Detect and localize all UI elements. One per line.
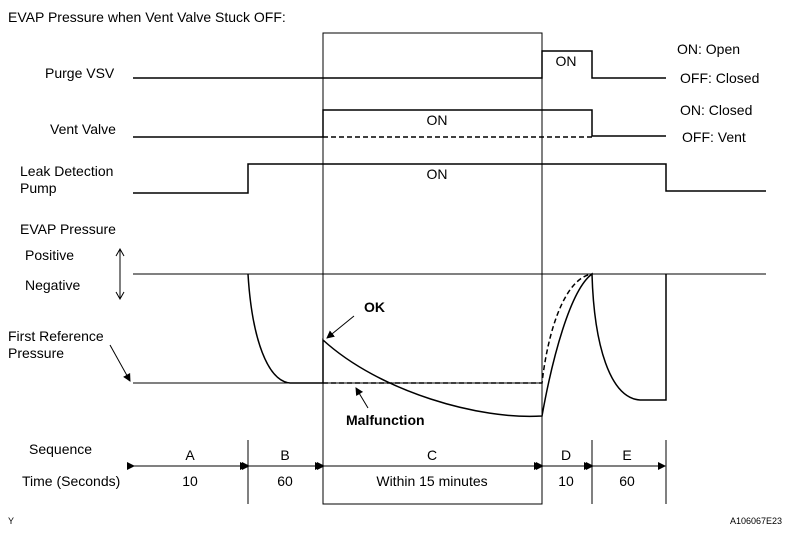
time-step-a: 10 <box>182 473 198 489</box>
ok-callout-arrow <box>326 315 355 339</box>
sequence-step-a: A <box>185 447 195 463</box>
step-c-frame <box>322 32 543 505</box>
ok-label: OK <box>364 299 385 315</box>
vent-valve-off-state: OFF: Vent <box>682 129 746 145</box>
purge-vsv-label: Purge VSV <box>45 65 115 81</box>
positive-label: Positive <box>25 247 75 263</box>
sequence-step-b: B <box>280 447 290 463</box>
sequence-label: Sequence <box>29 441 93 457</box>
purge-vsv-trace <box>133 50 666 79</box>
vent-valve-on-label: ON <box>426 112 448 128</box>
evap-pressure-label: EVAP Pressure <box>20 221 116 237</box>
time-step-e: 60 <box>619 473 635 489</box>
leak-detection-pump-on-label: ON <box>426 166 448 182</box>
first-reference-label-line1: First Reference <box>8 328 104 344</box>
leak-detection-pump-label-line1: Leak Detection <box>20 163 114 179</box>
figure-id: A106067E23 <box>730 516 783 526</box>
negative-label: Negative <box>25 277 81 293</box>
reference-pressure-callout-arrow <box>109 344 131 382</box>
purge-vsv-on-state: ON: Open <box>677 41 741 57</box>
malfunction-callout-arrow <box>355 387 369 409</box>
vent-valve-label: Vent Valve <box>50 121 116 137</box>
up-arrow-icon <box>115 247 125 257</box>
evap-pressure-curve <box>247 272 667 418</box>
time-step-c: Within 15 minutes <box>376 473 488 489</box>
sequence-step-d: D <box>560 447 572 463</box>
vent-valve-trace <box>133 109 666 138</box>
leak-detection-pump-trace <box>133 163 766 194</box>
malfunction-curve-dashed <box>323 273 593 384</box>
sequence-step-e: E <box>622 447 632 463</box>
leak-detection-pump-label-line2: Pump <box>20 180 57 196</box>
footer-left-mark: Y <box>8 516 15 526</box>
time-step-d: 10 <box>558 473 574 489</box>
vent-valve-on-state: ON: Closed <box>680 102 753 118</box>
purge-vsv-on-label: ON <box>555 53 577 69</box>
diagram-title: EVAP Pressure when Vent Valve Stuck OFF: <box>8 9 286 25</box>
malfunction-label: Malfunction <box>346 412 425 428</box>
sequence-step-c: C <box>426 447 438 463</box>
time-step-b: 60 <box>277 473 293 489</box>
time-label: Time (Seconds) <box>22 473 121 489</box>
down-arrow-icon <box>115 291 125 301</box>
first-reference-label-line2: Pressure <box>8 345 65 361</box>
purge-vsv-off-state: OFF: Closed <box>680 70 760 86</box>
